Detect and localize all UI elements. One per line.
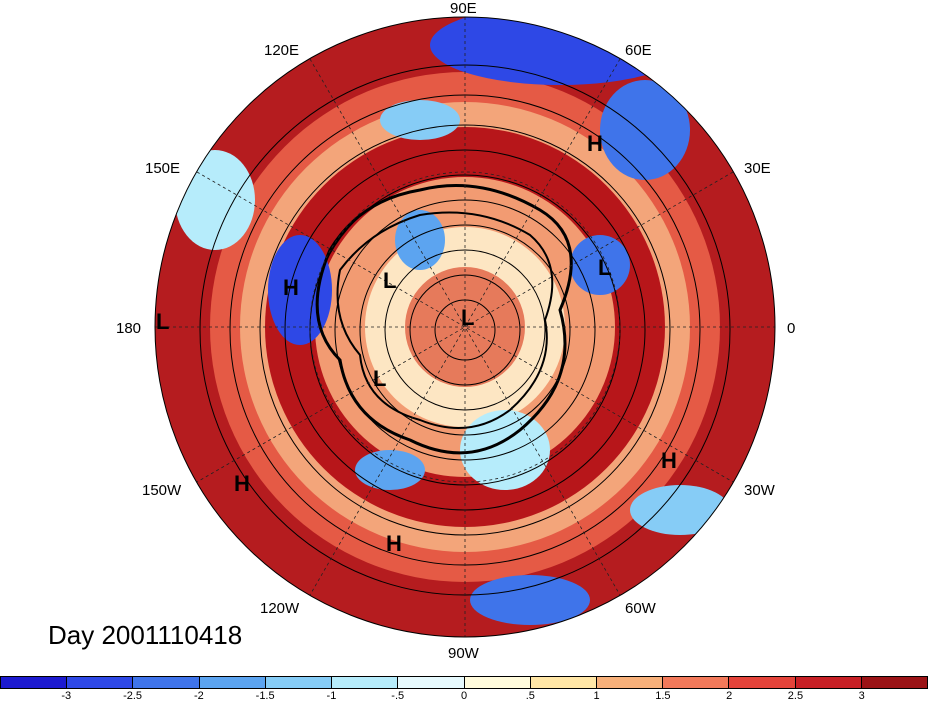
lon-label-60w: 60W	[625, 600, 656, 617]
high-marker: H	[661, 448, 677, 473]
low-marker: L	[156, 309, 170, 334]
lon-label-150e: 150E	[145, 160, 181, 177]
map-boundary	[154, 16, 776, 638]
colorbar-tick-label: -1	[326, 690, 337, 702]
lon-label-0: 0	[787, 320, 796, 337]
colorbar-swatch	[1, 677, 68, 688]
colorbar-swatch	[530, 677, 597, 688]
low-marker: L	[373, 366, 387, 391]
high-marker: H	[587, 131, 603, 156]
colorbar-tick-label: .5	[525, 690, 535, 702]
polar-stereographic-map	[154, 16, 776, 638]
colorbar-tick-label: 0	[460, 690, 468, 702]
colorbar-tick-label: 1	[593, 690, 600, 702]
colorbar-tick-label: -.5	[391, 690, 405, 702]
colorbar-swatch	[861, 677, 928, 688]
colorbar-swatch	[199, 677, 266, 688]
lon-label-150w: 150W	[142, 482, 182, 499]
lon-label-90e: 90E	[450, 0, 477, 17]
colorbar-tick-label: -2	[193, 690, 204, 702]
lon-label-30w: 30W	[744, 482, 775, 499]
low-marker: L	[383, 268, 397, 293]
colorbar-swatch	[596, 677, 664, 688]
colorbar-swatch	[464, 677, 531, 688]
lon-label-120e: 120E	[264, 42, 300, 59]
colorbar-swatch	[332, 677, 399, 688]
colorbar-swatch	[133, 677, 200, 688]
colorbar-tick-label: 2.5	[787, 690, 804, 702]
colorbar-swatch	[795, 677, 862, 688]
high-marker: H	[386, 531, 402, 556]
colorbar-swatch	[398, 677, 465, 688]
lon-label-60e: 60E	[625, 42, 652, 59]
colorbar-tick-label: -1.5	[255, 690, 275, 702]
colorbar-swatch	[663, 677, 730, 688]
map-title: Day 2001110418	[48, 620, 243, 650]
colorbar-tick-label: 3	[858, 690, 865, 702]
colorbar-tick-label: 1.5	[655, 690, 671, 702]
high-marker: H	[283, 275, 299, 300]
colorbar-tick-label: -2.5	[123, 690, 143, 702]
colorbar-tick-label: 2	[726, 690, 733, 702]
graticule	[155, 17, 775, 637]
anomaly-field	[155, 17, 775, 637]
high-marker: H	[234, 471, 250, 496]
lon-label-30e: 30E	[744, 160, 771, 177]
colorbar-swatch	[265, 677, 333, 688]
low-marker: L	[461, 305, 475, 330]
low-marker: L	[598, 255, 612, 280]
lon-label-180: 180	[116, 320, 142, 337]
colorbar	[0, 676, 928, 689]
colorbar-tick-label: -3	[61, 690, 72, 702]
lon-label-120w: 120W	[260, 600, 300, 617]
colorbar-swatch	[729, 677, 796, 688]
lon-label-90w: 90W	[448, 645, 479, 662]
colorbar-swatch	[67, 677, 134, 688]
